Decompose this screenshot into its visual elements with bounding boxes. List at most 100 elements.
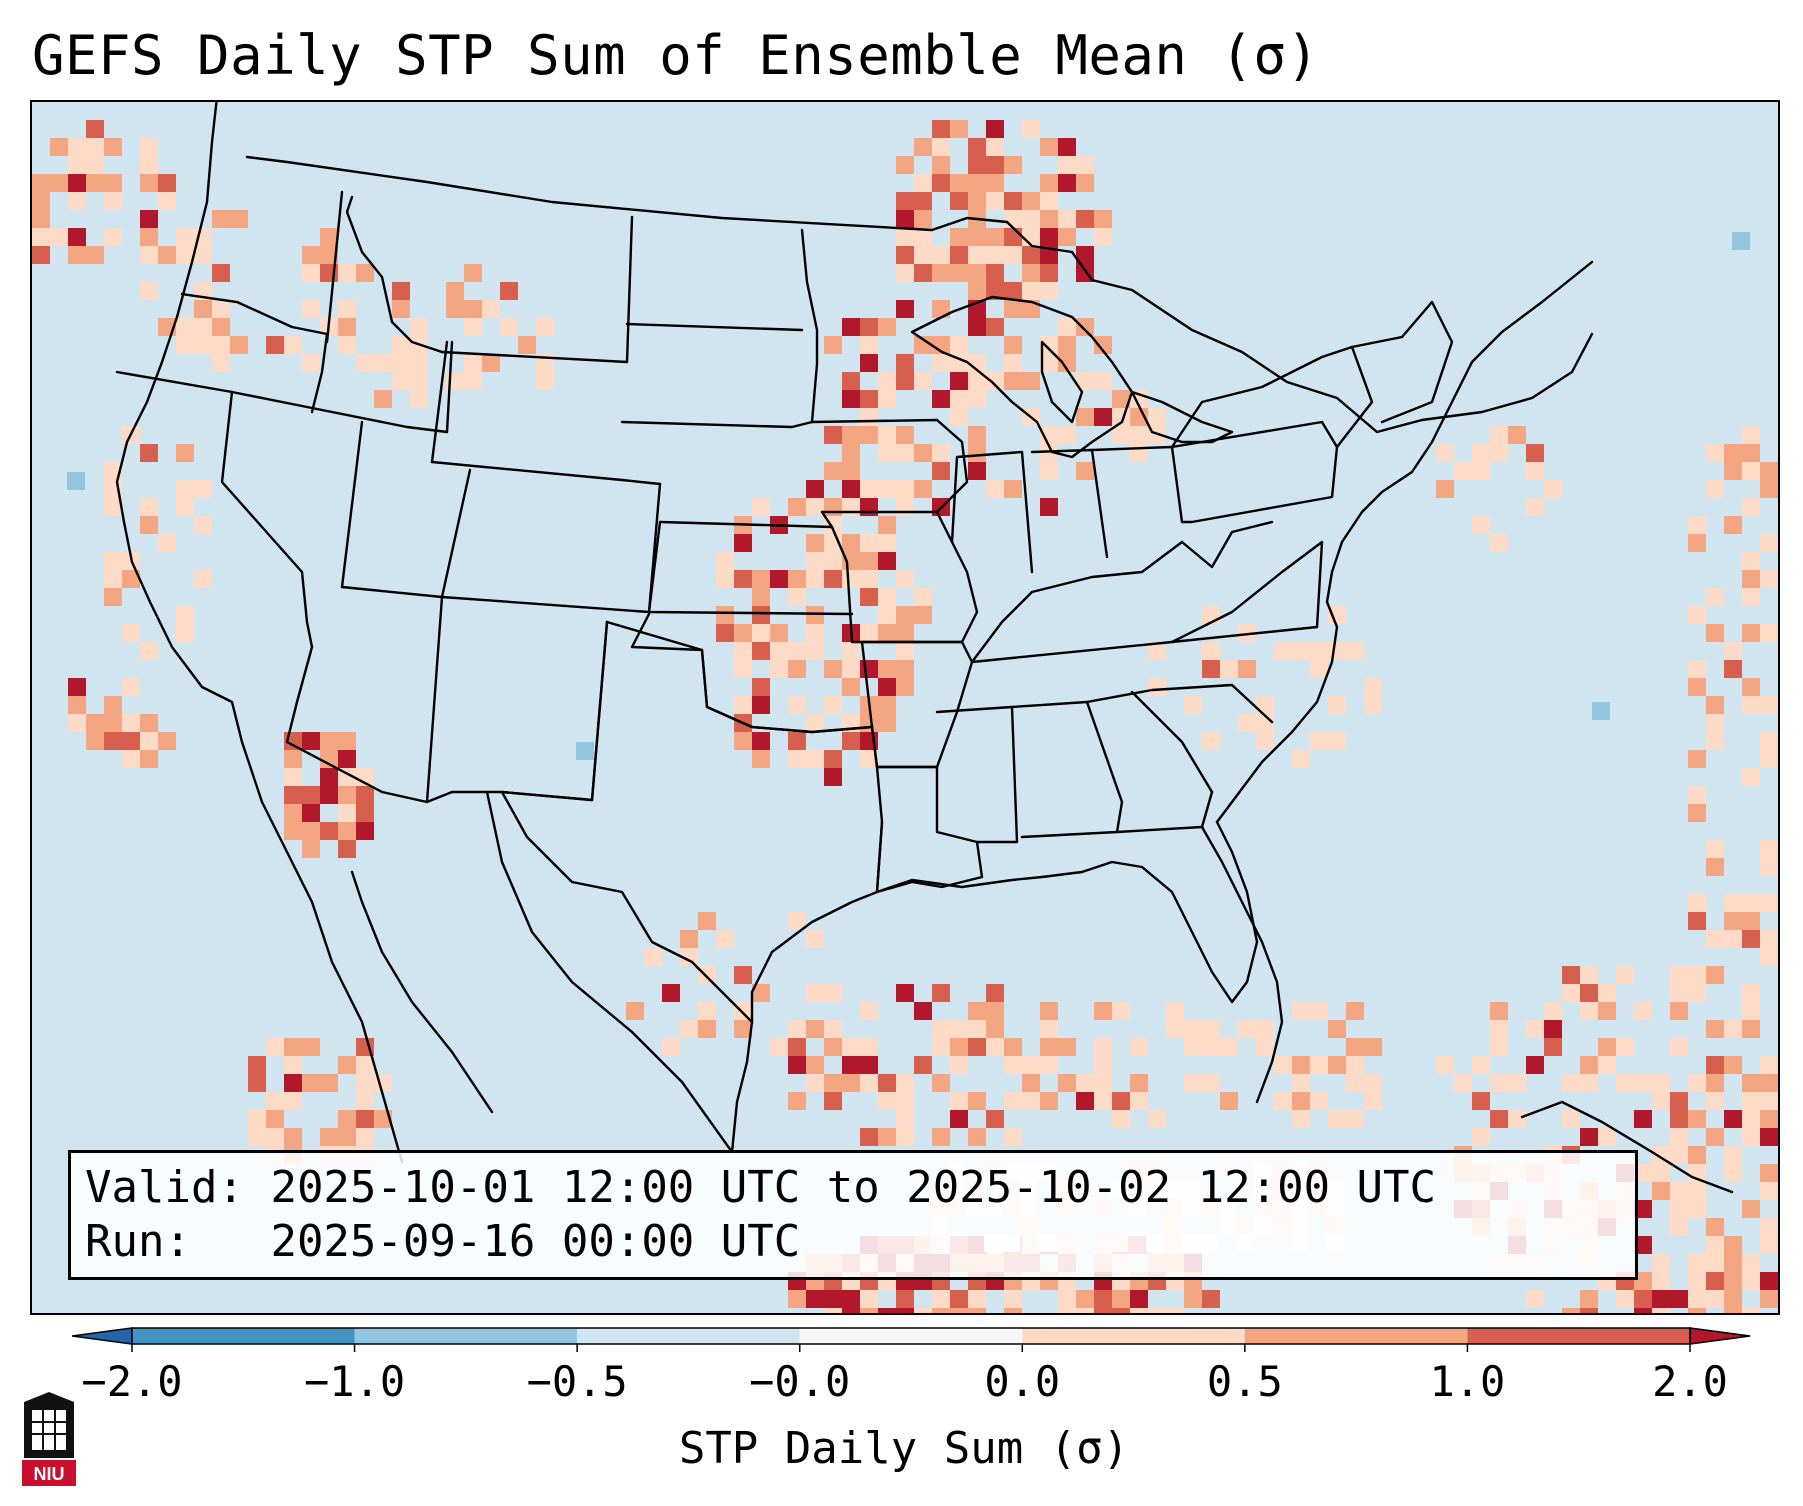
anomaly-cell [1562, 966, 1580, 984]
anomaly-cell [1742, 678, 1760, 696]
anomaly-cell [860, 498, 878, 516]
map-panel[interactable]: Valid: 2025-10-01 12:00 UTC to 2025-10-0… [30, 100, 1780, 1315]
anomaly-cell [1724, 444, 1742, 462]
anomaly-cell [1490, 534, 1508, 552]
anomaly-cell [1472, 462, 1490, 480]
anomaly-cell [1688, 678, 1706, 696]
anomaly-cell [68, 138, 86, 156]
anomaly-cell [914, 192, 932, 210]
anomaly-cell [1148, 678, 1166, 696]
anomaly-cell [1004, 1308, 1022, 1313]
anomaly-cell [1526, 1020, 1544, 1038]
anomaly-cell [968, 1092, 986, 1110]
anomaly-cell [1742, 912, 1760, 930]
anomaly-cell [284, 804, 302, 822]
anomaly-cell [1706, 444, 1724, 462]
anomaly-cell [896, 426, 914, 444]
anomaly-cell [1184, 1074, 1202, 1092]
anomaly-cell [662, 1038, 680, 1056]
anomaly-cell [104, 570, 122, 588]
anomaly-cell [878, 390, 896, 408]
map-canvas [32, 102, 1778, 1313]
anomaly-cell [1328, 1110, 1346, 1128]
anomaly-cell [860, 1002, 878, 1020]
anomaly-cell [1544, 1020, 1562, 1038]
anomaly-cell [1706, 966, 1724, 984]
anomaly-cell [1742, 624, 1760, 642]
anomaly-cell [1670, 1128, 1688, 1146]
anomaly-cell [1004, 354, 1022, 372]
anomaly-cell [842, 534, 860, 552]
anomaly-cell [860, 318, 878, 336]
anomaly-cell [842, 570, 860, 588]
anomaly-cell [806, 534, 824, 552]
anomaly-cell [896, 246, 914, 264]
anomaly-cell [1760, 462, 1778, 480]
dak-mn [800, 228, 819, 424]
anomaly-cell [932, 1020, 950, 1038]
anomaly-cell [1076, 408, 1094, 426]
anomaly-cell [1094, 1290, 1112, 1308]
anomaly-cell [860, 570, 878, 588]
anomaly-cell [302, 300, 320, 318]
anomaly-cell [806, 750, 824, 768]
anomaly-cell [896, 444, 914, 462]
anomaly-cell [806, 984, 824, 1002]
anomaly-cell [374, 390, 392, 408]
anomaly-cell [1760, 1218, 1778, 1236]
ut-az [340, 585, 444, 599]
va [1170, 540, 1324, 644]
anomaly-cell [1760, 1092, 1778, 1110]
anomaly-cell [770, 570, 788, 588]
anomaly-cell [320, 822, 338, 840]
cuba [1520, 1100, 1734, 1194]
colorbar-tick-label: 0.0 [984, 1357, 1060, 1406]
anomaly-cell [302, 1038, 320, 1056]
anomaly-cell [824, 1308, 842, 1313]
anomaly-cell [1058, 210, 1076, 228]
anomaly-cell [1688, 912, 1706, 930]
anomaly-cell [968, 264, 986, 282]
anomaly-cell [752, 624, 770, 642]
anomaly-cell [320, 768, 338, 786]
anomaly-cell [914, 1308, 932, 1313]
anomaly-cell [896, 354, 914, 372]
anomaly-cell [788, 498, 806, 516]
anomaly-cell [212, 354, 230, 372]
anomaly-cell [698, 912, 716, 930]
anomaly-cell [1238, 714, 1256, 732]
anomaly-cell [302, 354, 320, 372]
anomaly-cell [1742, 1254, 1760, 1272]
anomaly-cell [1724, 1272, 1742, 1290]
new-england [1350, 300, 1454, 424]
canada-border [245, 155, 1594, 434]
anomaly-cell [1364, 1092, 1382, 1110]
anomaly-cell [338, 840, 356, 858]
ca-nv [220, 390, 314, 649]
anomaly-cell [968, 156, 986, 174]
anomaly-cell [158, 174, 176, 192]
anomaly-cell [410, 372, 428, 390]
anomaly-cell [1598, 1002, 1616, 1020]
anomaly-cell [338, 300, 356, 318]
anomaly-cell [896, 192, 914, 210]
anomaly-cell [1688, 894, 1706, 912]
anomaly-cell [842, 1038, 860, 1056]
anomaly-cell [1310, 1002, 1328, 1020]
anomaly-cell [950, 408, 968, 426]
anomaly-cell [392, 354, 410, 372]
la [875, 765, 984, 894]
anomaly-cell [986, 480, 1004, 498]
anomaly-cell [788, 1290, 806, 1308]
anomaly-cell [338, 750, 356, 768]
anomaly-cell [1220, 660, 1238, 678]
anomaly-cell [320, 246, 338, 264]
run-label: Run: [85, 1216, 191, 1267]
anomaly-cell [1076, 462, 1094, 480]
anomaly-cell [806, 1074, 824, 1092]
anomaly-cell [1670, 1092, 1688, 1110]
anomaly-cell [1562, 1308, 1580, 1313]
anomaly-cell [302, 1074, 320, 1092]
colorbar-outline [131, 1327, 1691, 1345]
anomaly-cell [104, 714, 122, 732]
